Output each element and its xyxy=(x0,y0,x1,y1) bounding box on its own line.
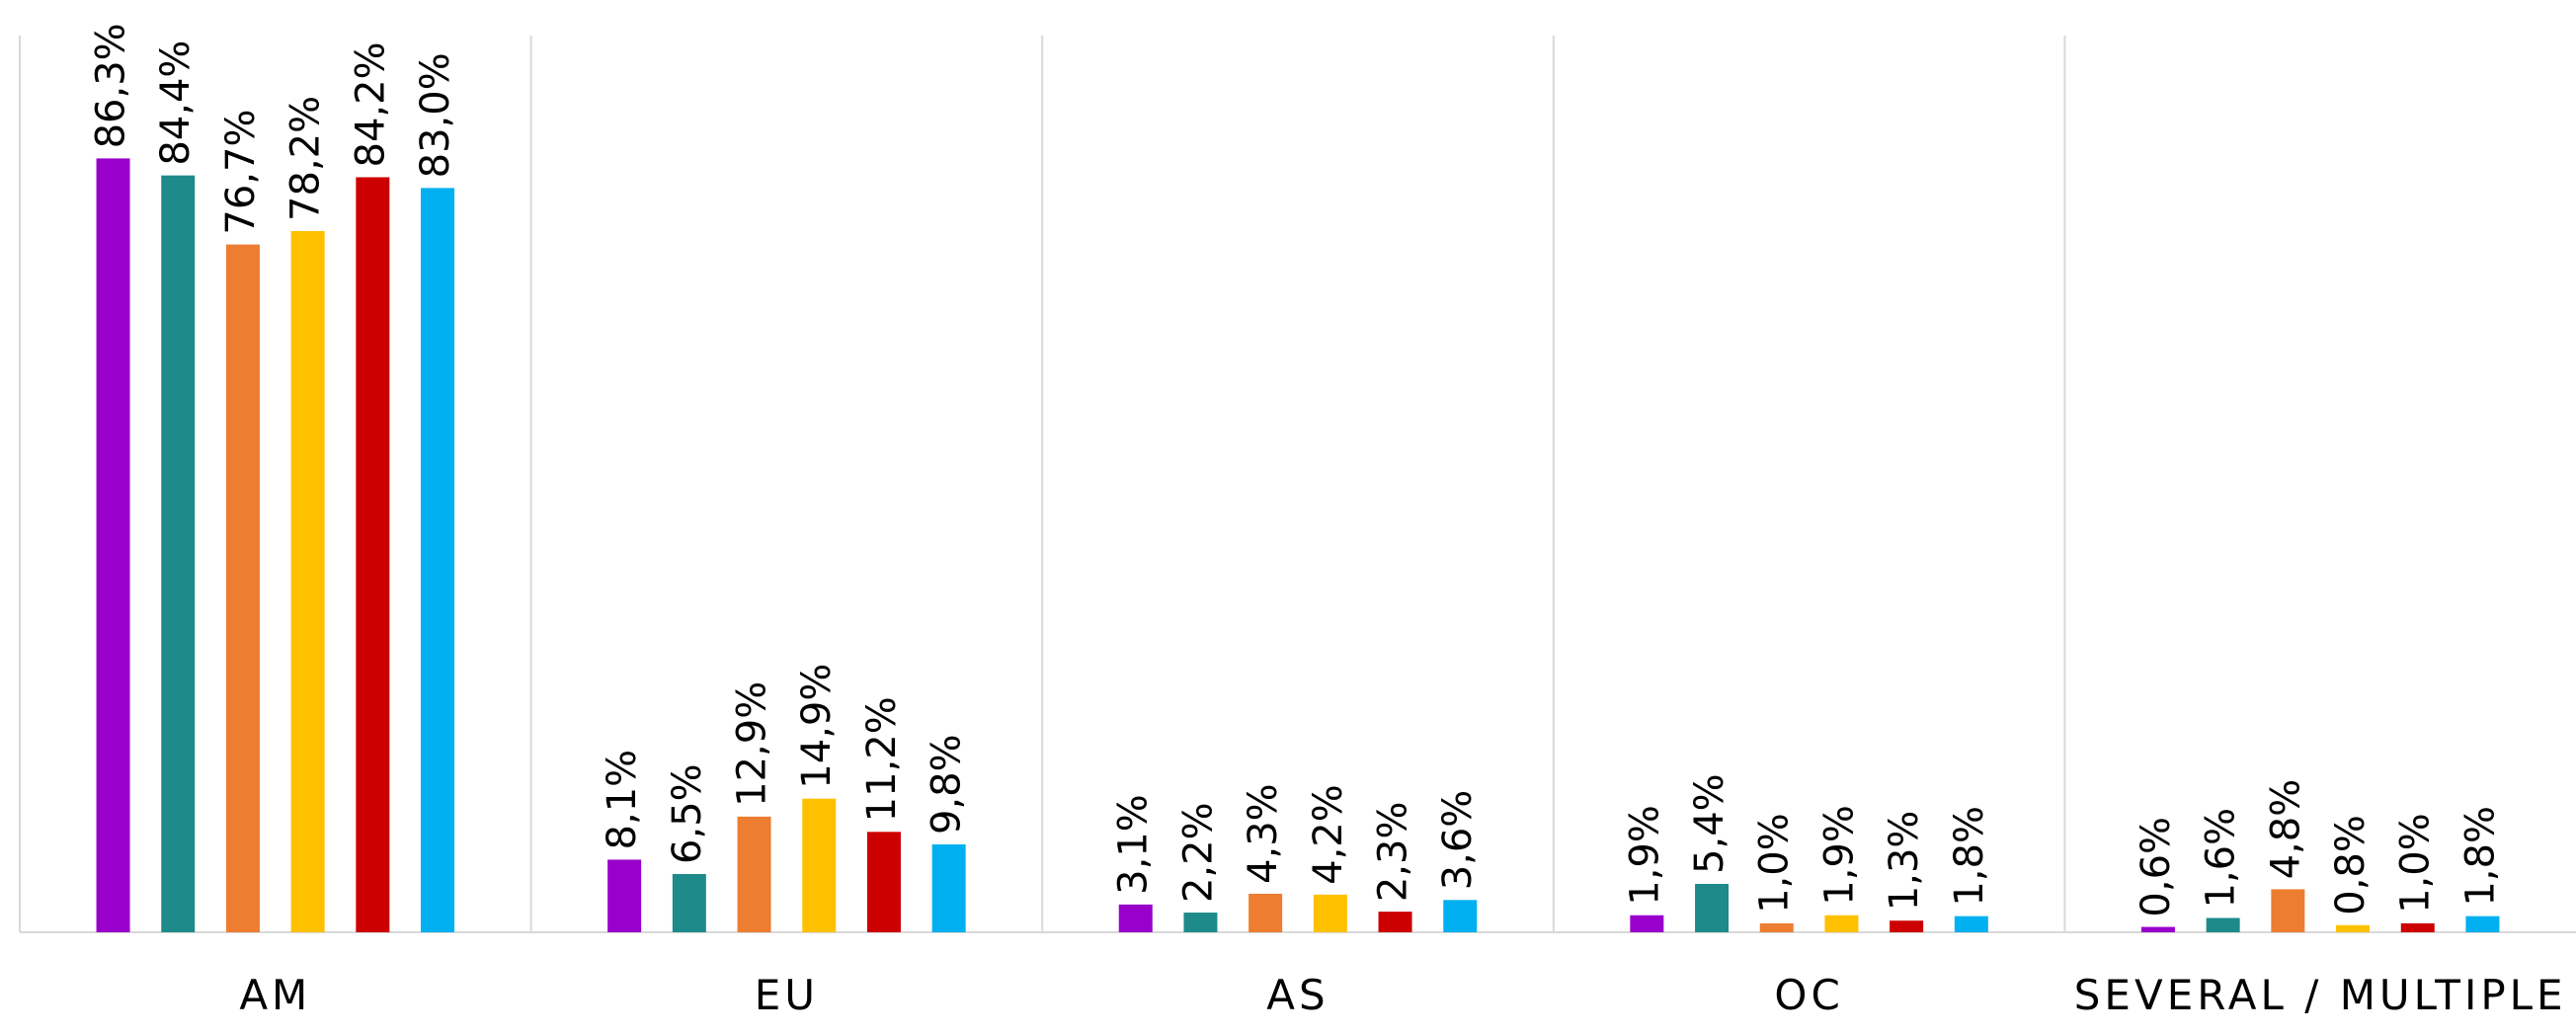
data-label: 9,8% xyxy=(925,734,970,835)
bar xyxy=(2336,924,2371,932)
data-label: 84,2% xyxy=(348,41,393,167)
data-label: 1,8% xyxy=(2457,806,2503,907)
bar xyxy=(1378,912,1412,932)
x-tick-label: OC xyxy=(1774,971,1843,1019)
bar xyxy=(421,188,455,933)
data-label: 1,6% xyxy=(2199,808,2244,909)
bar xyxy=(1630,915,1664,932)
bar xyxy=(1954,916,1988,932)
data-label: 3,1% xyxy=(1111,794,1157,895)
bar xyxy=(2271,889,2305,932)
bar xyxy=(802,798,837,932)
bar xyxy=(1824,915,1859,932)
data-label: 6,5% xyxy=(665,763,710,864)
bar xyxy=(356,177,390,933)
bar xyxy=(225,244,260,933)
bar xyxy=(96,158,130,932)
data-label: 4,3% xyxy=(1241,783,1286,884)
data-label: 5,4% xyxy=(1687,773,1732,874)
bar xyxy=(931,844,966,932)
bar xyxy=(737,816,771,932)
bar xyxy=(290,230,325,933)
bar xyxy=(1890,920,1924,932)
data-label: 2,2% xyxy=(1175,802,1221,903)
bar xyxy=(161,175,196,932)
data-label: 78,2% xyxy=(283,96,329,221)
data-label: 1,3% xyxy=(1882,811,1927,912)
data-label: 86,3% xyxy=(89,23,134,148)
data-label: 1,0% xyxy=(2393,813,2439,914)
data-label: 4,2% xyxy=(1306,784,1351,885)
data-label: 11,2% xyxy=(859,696,905,822)
data-label: 1,0% xyxy=(1752,813,1798,914)
data-label: 84,4% xyxy=(153,40,199,166)
data-label: 0,6% xyxy=(2133,817,2179,917)
data-label: 14,9% xyxy=(794,664,840,789)
bar xyxy=(866,832,901,932)
data-label: 1,9% xyxy=(1816,805,1862,906)
bar xyxy=(1695,883,1730,932)
data-label: 2,3% xyxy=(1371,801,1416,902)
bar xyxy=(2400,922,2435,932)
data-label: 4,8% xyxy=(2263,779,2308,880)
bar xyxy=(2206,917,2240,932)
x-tick-label: AM xyxy=(239,971,311,1019)
data-label: 0,8% xyxy=(2328,815,2374,916)
bar xyxy=(672,873,706,932)
x-tick-label: SEVERAL / MULTIPLE xyxy=(2074,971,2567,1019)
data-label: 12,9% xyxy=(730,681,775,807)
data-label: 1,8% xyxy=(1947,806,1992,907)
bar xyxy=(1759,922,1794,932)
bar xyxy=(1183,913,1218,932)
bar xyxy=(1443,900,1478,932)
bar xyxy=(2140,926,2175,932)
bar xyxy=(607,859,642,932)
data-label: 76,7% xyxy=(218,109,264,234)
data-label: 1,9% xyxy=(1622,805,1667,906)
data-label: 3,6% xyxy=(1435,790,1481,891)
x-tick-label: EU xyxy=(755,971,819,1019)
bar xyxy=(1118,904,1153,932)
data-label: 83,0% xyxy=(413,52,458,178)
bar xyxy=(1313,894,1347,932)
bar xyxy=(2465,916,2500,932)
data-label: 8,1% xyxy=(600,750,645,850)
bar xyxy=(1248,893,1283,932)
x-tick-label: AS xyxy=(1266,971,1328,1019)
